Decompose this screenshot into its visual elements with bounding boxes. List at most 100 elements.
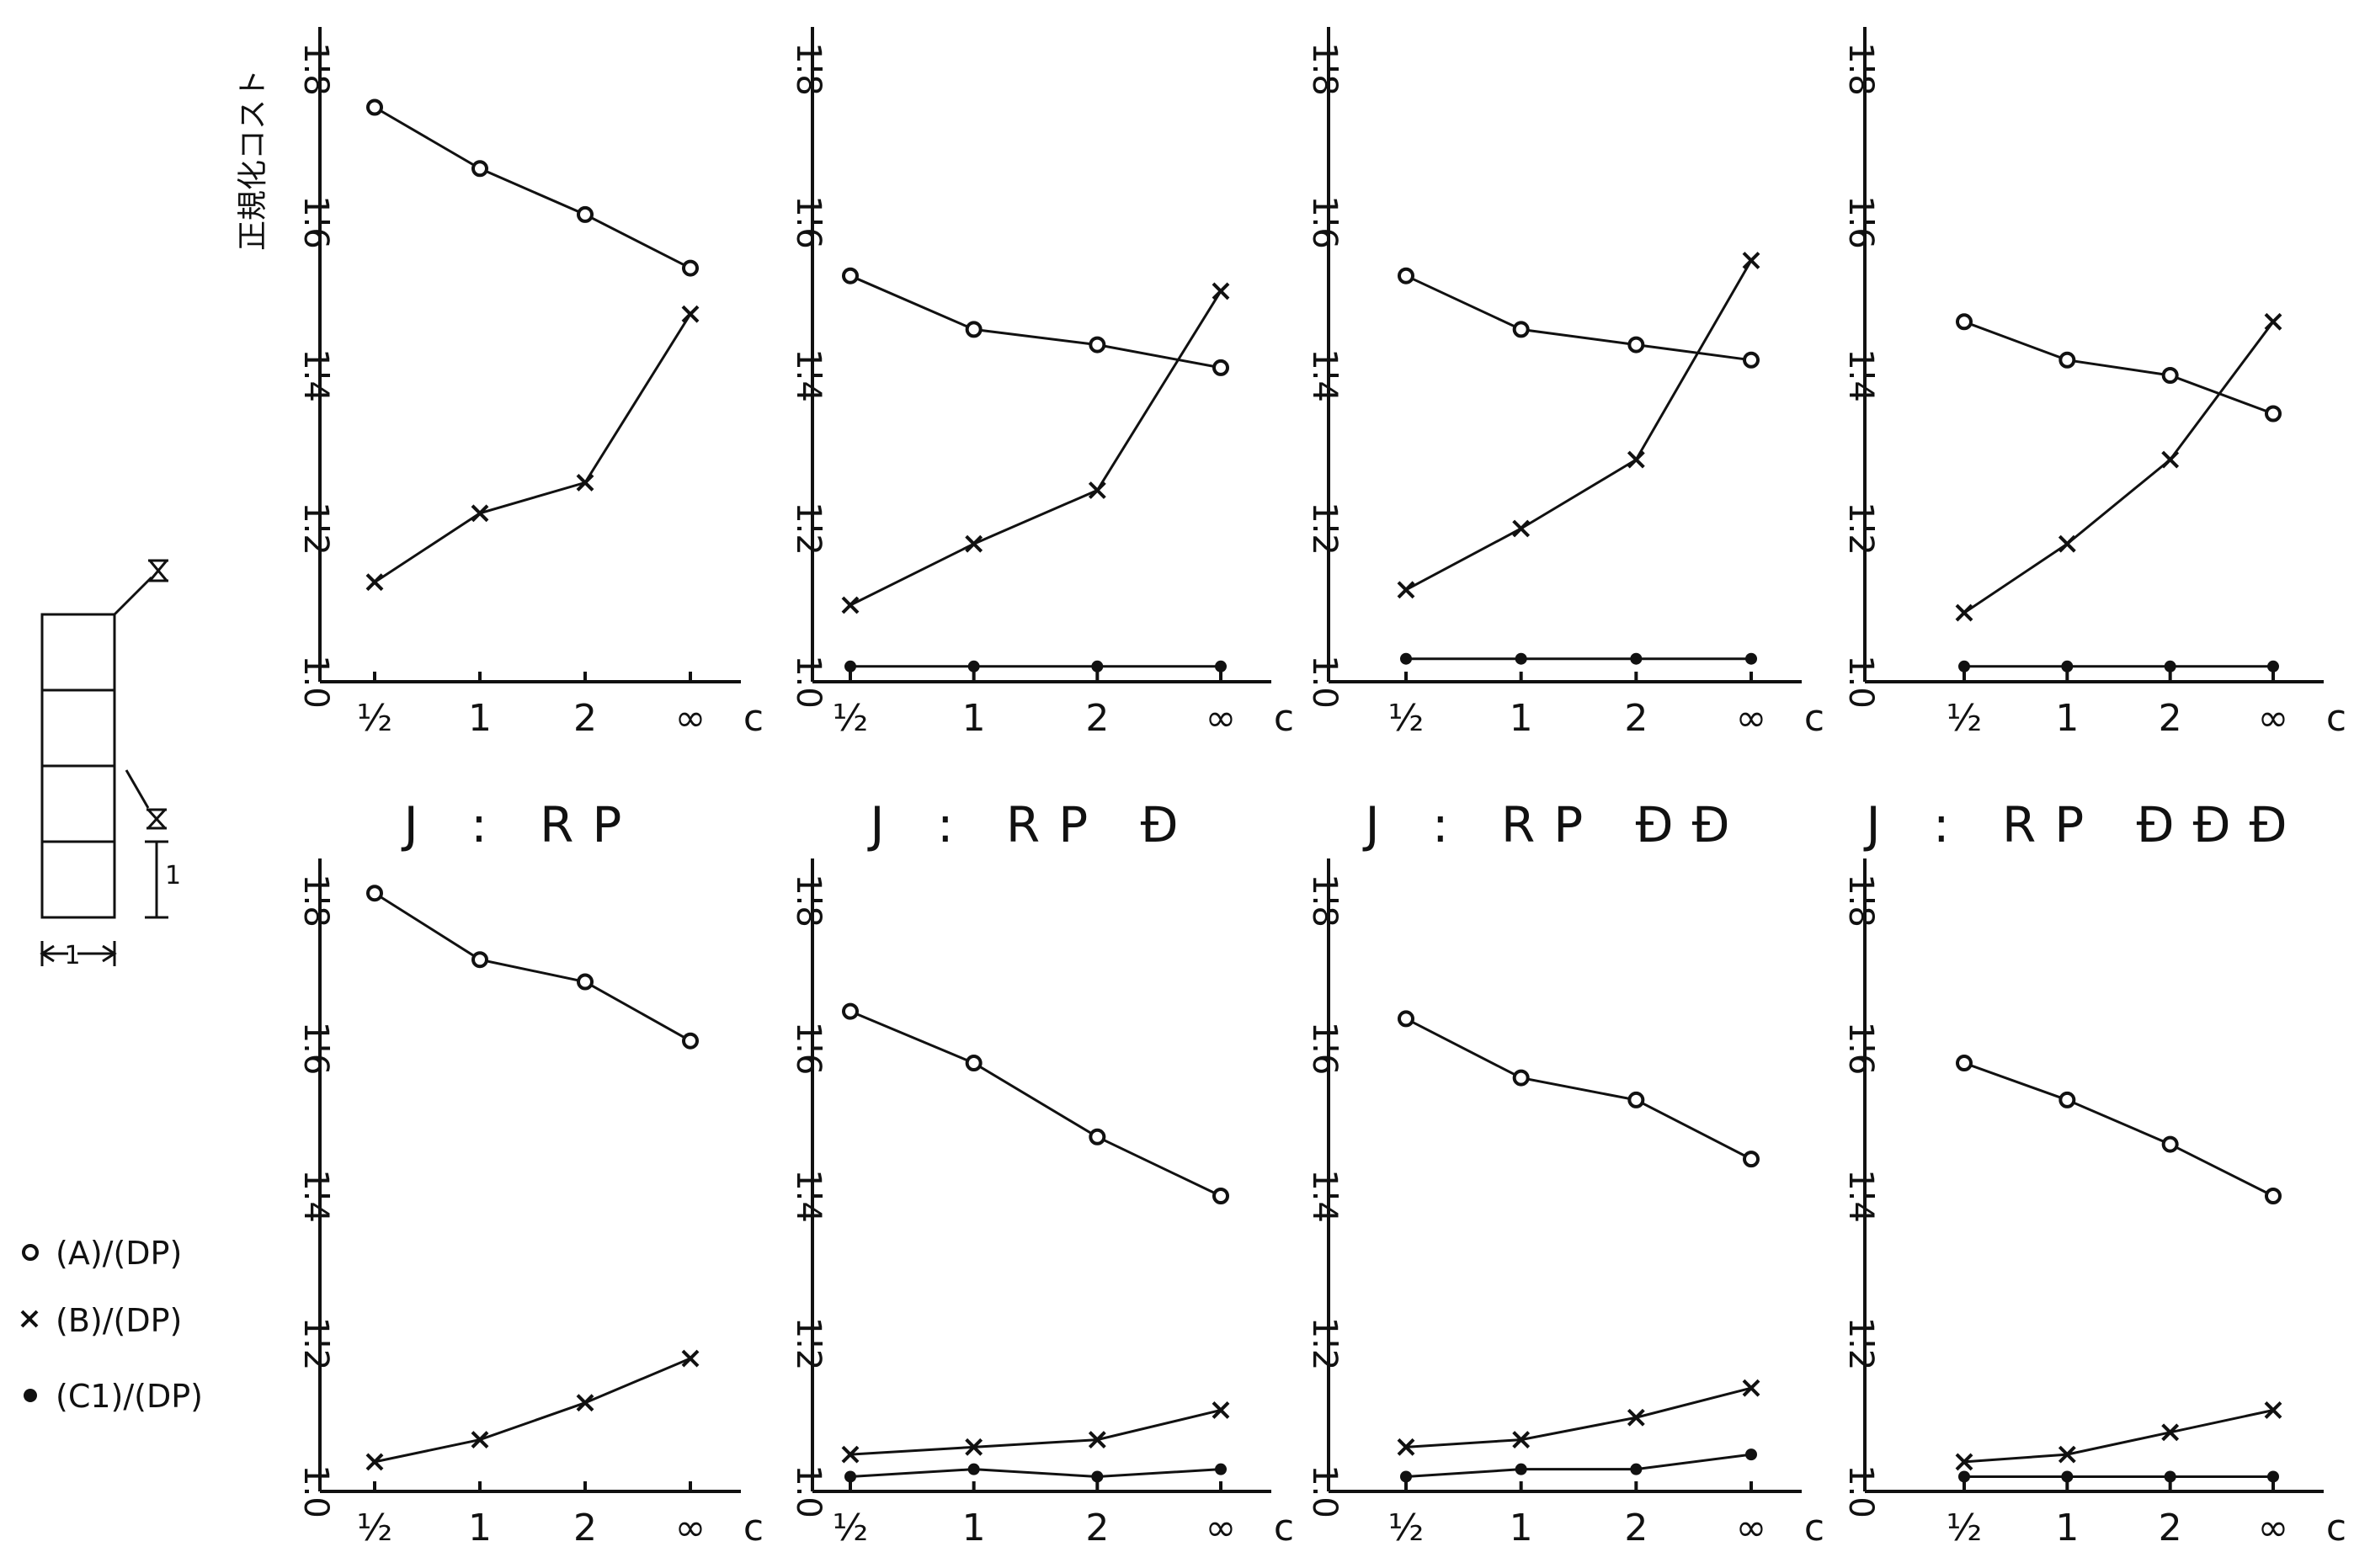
data-point-dot: [967, 660, 980, 672]
data-point-circle: [965, 321, 983, 338]
legend-label-c1: (C1)/(DP): [56, 1378, 203, 1415]
data-point-circle: [2161, 1135, 2179, 1153]
x-tick-label: ∞: [2258, 697, 2289, 740]
data-point-circle: [842, 267, 859, 284]
cross-stroke: [576, 1394, 594, 1412]
x-tick-label: ½: [357, 697, 393, 740]
diagram-width-label: 1: [64, 941, 80, 970]
series-line-circle: [1405, 274, 1752, 362]
series-line-circle: [374, 106, 691, 269]
data-point-cross: [2161, 450, 2180, 469]
data-point-circle: [1627, 336, 1645, 353]
cross-stroke: [1955, 603, 1973, 622]
y-tick-label: 1.0: [296, 655, 335, 709]
y-tick-label: 1.8: [1305, 874, 1344, 928]
y-tick-label: 1.0: [1305, 655, 1344, 709]
series-line-cross: [374, 313, 692, 583]
data-point-cross: [841, 596, 860, 614]
x-axis-title: c: [743, 1507, 764, 1549]
series-line-cross: [374, 1357, 691, 1464]
data-point-dot: [2267, 660, 2279, 672]
chart-panel-bottom-3: 1.0 1.2 1.4 1.6 1.8 ½ 1 2 ∞ c: [1305, 858, 1824, 1549]
cross-stroke: [1742, 1379, 1760, 1397]
data-point-dot: [1958, 660, 1970, 672]
cross-stroke: [965, 534, 983, 553]
y-axis-title: 正規化コスト: [236, 69, 270, 251]
y-tick-label: 1.0: [789, 655, 828, 709]
y-tick-label: 1.0: [789, 1464, 828, 1518]
cross-stroke: [471, 1431, 489, 1448]
y-tick-label: 1.4: [296, 1169, 335, 1223]
cross-stroke: [2161, 450, 2180, 469]
x-axis-title: c: [1804, 697, 1824, 740]
data-point-circle: [471, 951, 488, 969]
cross-stroke: [1742, 252, 1760, 269]
cross-stroke: [365, 1453, 384, 1471]
data-point-circle: [1212, 359, 1229, 376]
data-point-circle: [1512, 321, 1530, 338]
series-line-circle: [374, 891, 691, 1043]
data-point-dot: [2164, 1470, 2176, 1483]
diagram-height-dimension: [145, 840, 168, 919]
cross-stroke: [365, 573, 384, 592]
cross-stroke: [576, 473, 594, 492]
cross-stroke: [1397, 581, 1415, 599]
data-point-cross: [965, 534, 983, 553]
x-tick-label: 2: [573, 1507, 597, 1549]
x-tick-label: 2: [1085, 697, 1109, 740]
data-point-circle: [1743, 1151, 1760, 1168]
data-point-cross: [1742, 252, 1760, 269]
data-point-cross: [1627, 1408, 1645, 1427]
y-tick-label: 1.8: [789, 874, 828, 928]
cross-stroke: [681, 305, 700, 323]
y-tick-label: 1.2: [296, 1317, 335, 1371]
data-point-cross: [1512, 519, 1531, 538]
x-tick-label: ½: [833, 1507, 869, 1549]
y-tick-label: 1.0: [296, 1464, 335, 1518]
series-line-circle: [849, 274, 1222, 369]
data-point-cross: [1627, 450, 1645, 469]
cross-stroke: [965, 1438, 983, 1456]
x-axis-title: c: [2326, 697, 2346, 740]
chart-panel-bottom-1: 1.0 1.2 1.4 1.6 1.8 ½ 1 2 ∞ c: [296, 858, 764, 1549]
data-point-cross: [2264, 1401, 2282, 1419]
x-tick-label: 1: [468, 697, 492, 740]
data-point-circle: [842, 1002, 859, 1020]
cross-stroke: [471, 504, 489, 523]
data-point-cross: [576, 1394, 594, 1412]
data-point-cross: [1955, 603, 1973, 622]
data-point-dot: [2164, 660, 2176, 672]
x-tick-label: 1: [2055, 697, 2079, 740]
legend-item-c1: (C1)/(DP): [24, 1378, 203, 1415]
cross-stroke: [1627, 450, 1645, 469]
data-point-circle: [577, 973, 594, 991]
panel-title: J : RP Ð: [867, 796, 1196, 853]
data-point-cross: [1212, 282, 1230, 300]
cross-stroke: [2058, 534, 2076, 553]
data-point-cross: [471, 1431, 489, 1448]
data-point-circle: [682, 259, 699, 277]
x-axis-title: c: [1804, 1507, 1824, 1549]
stack-diagram: 1 1: [40, 559, 181, 974]
data-point-cross: [681, 305, 700, 323]
x-tick-label: ½: [357, 1507, 393, 1549]
legend-label-a: (A)/(DP): [56, 1235, 182, 1272]
data-point-circle: [1743, 351, 1760, 369]
y-tick-label: 1.4: [296, 348, 335, 402]
data-point-circle: [965, 1055, 983, 1072]
data-point-circle: [2058, 351, 2076, 369]
y-tick-label: 1.8: [1841, 42, 1880, 96]
legend-label-b: (B)/(DP): [56, 1302, 182, 1339]
x-tick-label: 2: [1624, 697, 1648, 740]
data-point-circle: [1398, 1010, 1414, 1028]
data-point-cross: [2058, 534, 2076, 553]
y-tick-label: 1.8: [296, 42, 335, 96]
data-point-cross: [1397, 581, 1415, 599]
data-point-dot: [1215, 1463, 1227, 1475]
series-line-circle: [1405, 1018, 1752, 1161]
cross-stroke: [1088, 481, 1106, 499]
data-point-cross: [1397, 1438, 1415, 1456]
series-line-cross: [849, 1409, 1222, 1456]
cross-stroke: [681, 1349, 700, 1368]
